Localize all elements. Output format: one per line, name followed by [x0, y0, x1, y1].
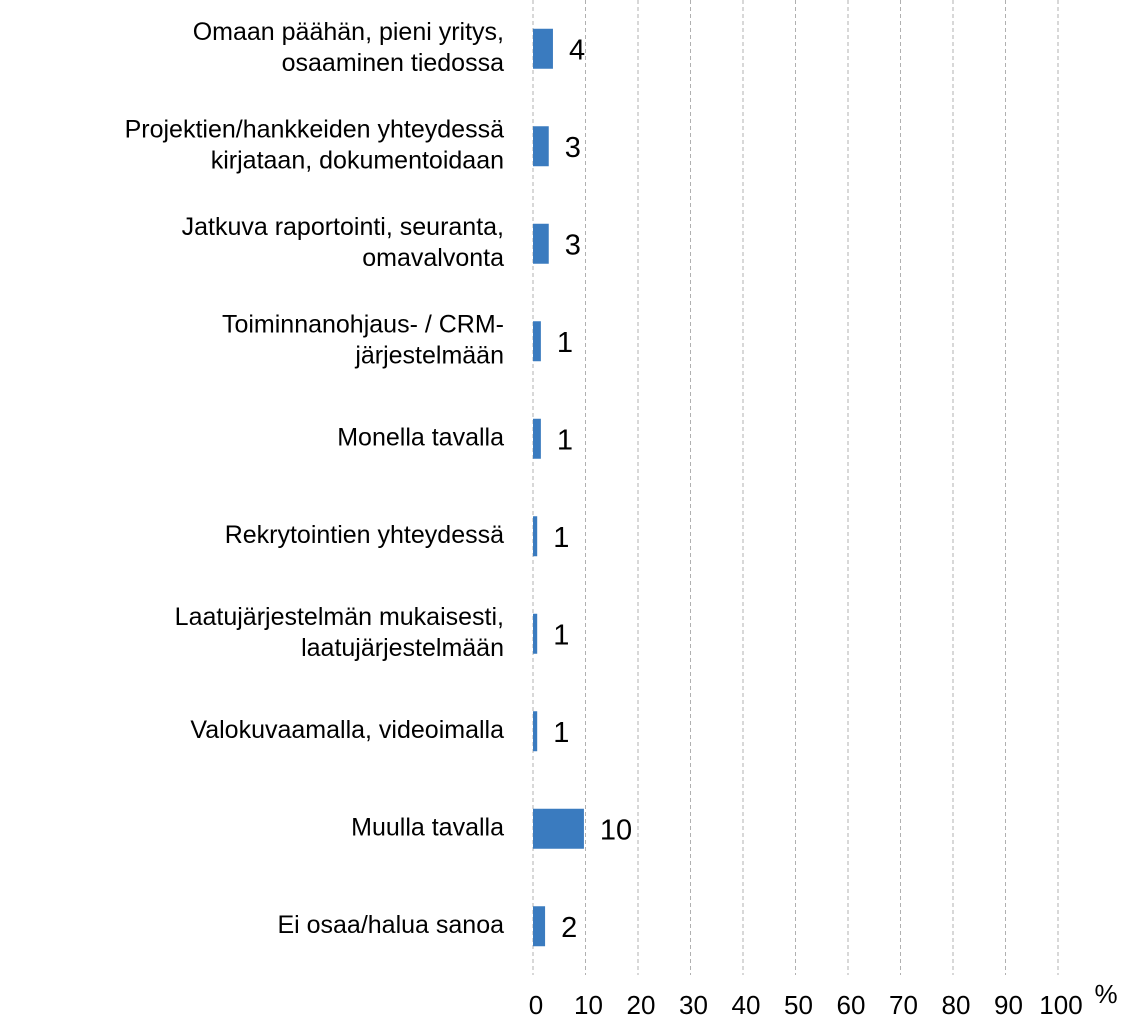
- y-tick-label: omavalvonta: [362, 244, 504, 272]
- x-axis-label: %: [1094, 979, 1117, 1009]
- data-label: 3: [565, 132, 581, 164]
- data-label: 1: [553, 522, 569, 554]
- y-tick-label: Laatujärjestelmän mukaisesti,: [175, 603, 504, 631]
- y-tick-label: Jatkuva raportointi, seuranta,: [182, 213, 504, 241]
- x-tick-label: 50: [784, 990, 813, 1020]
- x-tick-label: 80: [942, 990, 971, 1020]
- y-tick-label: Projektien/hankkeiden yhteydessä: [125, 115, 505, 143]
- x-tick-label: 90: [994, 990, 1023, 1020]
- data-label: 4: [569, 34, 585, 66]
- y-tick-label: osaaminen tiedossa: [282, 49, 504, 77]
- data-label: 1: [557, 327, 573, 359]
- y-tick-label: laatujärjestelmään: [301, 634, 504, 662]
- y-tick-label: Omaan päähän, pieni yritys,: [193, 18, 504, 46]
- x-tick-label: 100: [1039, 990, 1082, 1020]
- y-tick-label: järjestelmään: [354, 341, 504, 369]
- y-tick-label: Ei osaa/halua sanoa: [277, 911, 504, 939]
- data-label: 1: [553, 619, 569, 651]
- y-tick-label: Monella tavalla: [337, 423, 504, 451]
- bar: [533, 126, 549, 167]
- bar: [533, 711, 538, 752]
- y-tick-label: Toiminnanohjaus- / CRM-: [222, 310, 504, 338]
- x-tick-label: 10: [574, 990, 603, 1020]
- data-label: 10: [600, 814, 632, 846]
- x-tick-label: 60: [837, 990, 866, 1020]
- y-tick-label: Valokuvaamalla, videoimalla: [190, 716, 504, 744]
- bar: [533, 808, 584, 849]
- x-tick-label: 70: [889, 990, 918, 1020]
- y-tick-label: Rekrytointien yhteydessä: [225, 521, 504, 549]
- x-tick-label: 30: [679, 990, 708, 1020]
- y-tick-label: kirjataan, dokumentoidaan: [211, 146, 504, 174]
- data-label: 1: [553, 717, 569, 749]
- x-tick-label: 0: [529, 990, 543, 1020]
- bar: [533, 516, 538, 557]
- y-tick-label: Muulla tavalla: [351, 813, 504, 841]
- bar: [533, 906, 546, 947]
- data-label: 2: [561, 912, 577, 944]
- bar: [533, 418, 541, 459]
- x-tick-label: 20: [627, 990, 656, 1020]
- data-label: 1: [557, 424, 573, 456]
- bar: [533, 223, 549, 264]
- bar: [533, 28, 553, 69]
- bar: [533, 321, 541, 362]
- data-label: 3: [565, 229, 581, 261]
- x-tick-label: 40: [732, 990, 761, 1020]
- bar: [533, 613, 538, 654]
